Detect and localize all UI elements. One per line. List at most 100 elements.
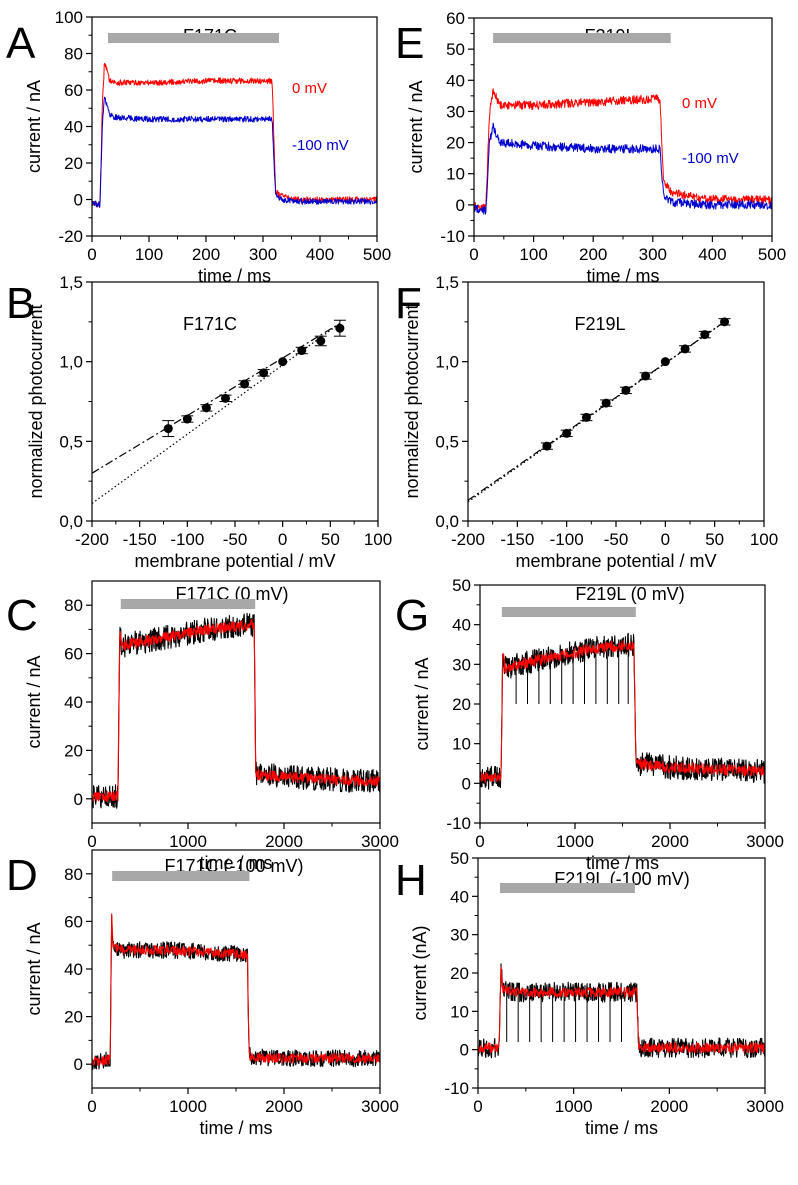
light-stimulus-bar — [500, 883, 635, 893]
data-point — [641, 371, 651, 381]
x-tick-label: -200 — [451, 530, 485, 549]
x-tick-label: 400 — [306, 245, 334, 264]
y-tick-label: 40 — [64, 118, 83, 137]
x-tick-label: 0 — [87, 245, 96, 264]
x-tick-label: -100 — [170, 530, 204, 549]
y-axis-label: current / nA — [24, 655, 44, 748]
y-tick-label: 40 — [452, 616, 471, 635]
x-tick-label: -200 — [75, 530, 109, 549]
panel-letter: B — [6, 279, 35, 328]
panel-B: B F171C -200 -150 -100 -50 0 50 100 0,0 0,5 1,0 1,5 m… — [6, 273, 392, 571]
data-layer — [468, 317, 731, 503]
panel-letter: G — [395, 591, 429, 640]
data-point — [182, 414, 192, 424]
y-tick-label: 1,0 — [59, 353, 83, 372]
y-tick-label: 0,0 — [435, 512, 459, 531]
trace--100-mV — [92, 96, 377, 208]
plot-frame — [479, 584, 766, 824]
panels-layer: AF171C0100200300400500-20020406080100tim… — [6, 8, 786, 1138]
x-axis-label: membrane potential / mV — [515, 551, 716, 571]
data-layer — [480, 632, 765, 790]
y-tick-label: 60 — [64, 912, 83, 931]
y-tick-label: 30 — [450, 926, 469, 945]
data-point — [220, 393, 230, 403]
y-tick-label: 0,0 — [59, 512, 83, 531]
x-tick-label: 400 — [698, 245, 726, 264]
x-tick-label: 1000 — [169, 1097, 207, 1116]
y-tick-label: 0 — [74, 191, 83, 210]
data-layer — [92, 913, 380, 1070]
data-point — [542, 441, 552, 451]
fit-line-dotted — [92, 322, 341, 504]
x-tick-label: 100 — [750, 530, 778, 549]
series-label-minus100mV: -100 mV — [292, 137, 349, 154]
y-tick-label: 0 — [456, 196, 465, 215]
x-axis-label: time / ms — [198, 266, 271, 286]
data-point — [700, 330, 710, 340]
x-tick-label: 3000 — [361, 1097, 399, 1116]
x-tick-label: 200 — [579, 245, 607, 264]
y-tick-label: 10 — [452, 735, 471, 754]
x-axis-label: time / ms — [586, 266, 659, 286]
data-point — [562, 428, 572, 438]
x-axis-label: membrane potential / mV — [134, 551, 335, 571]
x-tick-label: -150 — [500, 530, 534, 549]
y-axis-label: current / nA — [24, 80, 44, 173]
data-point — [316, 336, 326, 346]
x-tick-label: 300 — [639, 245, 667, 264]
y-tick-label: 0,5 — [435, 432, 459, 451]
x-tick-label: -50 — [604, 530, 629, 549]
y-tick-label: 1,5 — [435, 273, 459, 292]
y-tick-label: 0,5 — [59, 432, 83, 451]
panel-E: EF219L0100200300400500-100102030405060ti… — [395, 9, 786, 286]
panel-D: D F171C (-100 mV)0 1000 2000 3000020406080ti… — [6, 849, 399, 1138]
y-tick-label: 80 — [64, 596, 83, 615]
x-tick-label: 0 — [87, 832, 96, 851]
x-tick-label: 0 — [475, 832, 484, 851]
y-tick-label: 50 — [452, 576, 471, 595]
data-point — [720, 317, 730, 327]
light-stimulus-bar — [112, 871, 250, 881]
y-tick-label: 20 — [452, 695, 471, 714]
x-tick-label: 2000 — [265, 1097, 303, 1116]
data-point — [297, 346, 307, 356]
data-point — [581, 412, 591, 422]
panel-F: F F219L -200 -150 -100 -50 0 50 100 0,0 0,5 1,0 1,5 m… — [395, 273, 778, 571]
data-point — [680, 344, 690, 354]
trace-series-0 — [92, 914, 380, 1070]
panel-letter: D — [6, 851, 38, 900]
x-axis-label: time / ms — [199, 853, 272, 873]
chart-title: F219L (0 mV) — [575, 584, 684, 604]
y-tick-label: 20 — [64, 1008, 83, 1027]
x-tick-label: 1000 — [556, 832, 594, 851]
y-axis-label: normalized photocurrent — [402, 304, 422, 498]
x-tick-label: 1000 — [555, 1097, 593, 1116]
data-point — [163, 424, 173, 434]
y-tick-label: 50 — [446, 40, 465, 59]
panel-letter: A — [6, 19, 36, 68]
data-point — [335, 323, 345, 333]
light-stimulus-bar — [501, 607, 636, 617]
x-tick-label: -50 — [223, 530, 248, 549]
x-tick-label: 100 — [135, 245, 163, 264]
y-tick-label: 30 — [452, 655, 471, 674]
trace-series-1 — [92, 618, 380, 803]
data-point — [660, 357, 670, 367]
x-tick-label: 0 — [661, 530, 670, 549]
y-tick-label: 40 — [64, 693, 83, 712]
x-tick-label: 0 — [469, 245, 478, 264]
trace-series-1 — [92, 913, 380, 1066]
y-tick-label: 40 — [446, 71, 465, 90]
panel-C: C F171C (0 mV)0 1000 2000 3000020406080time … — [6, 580, 399, 873]
x-tick-label: 3000 — [746, 1097, 784, 1116]
y-axis-label: current / nA — [406, 80, 426, 173]
light-stimulus-bar — [120, 599, 256, 609]
plot-frame — [91, 580, 381, 824]
x-tick-label: -100 — [550, 530, 584, 549]
x-tick-label: 0 — [473, 1097, 482, 1116]
panel-G: G F219L (0 mV)0 1000 2000 3000-1001020304050… — [395, 576, 784, 873]
fit-line-dashed — [92, 322, 341, 474]
y-tick-label: 80 — [64, 45, 83, 64]
x-tick-label: 2000 — [651, 832, 689, 851]
